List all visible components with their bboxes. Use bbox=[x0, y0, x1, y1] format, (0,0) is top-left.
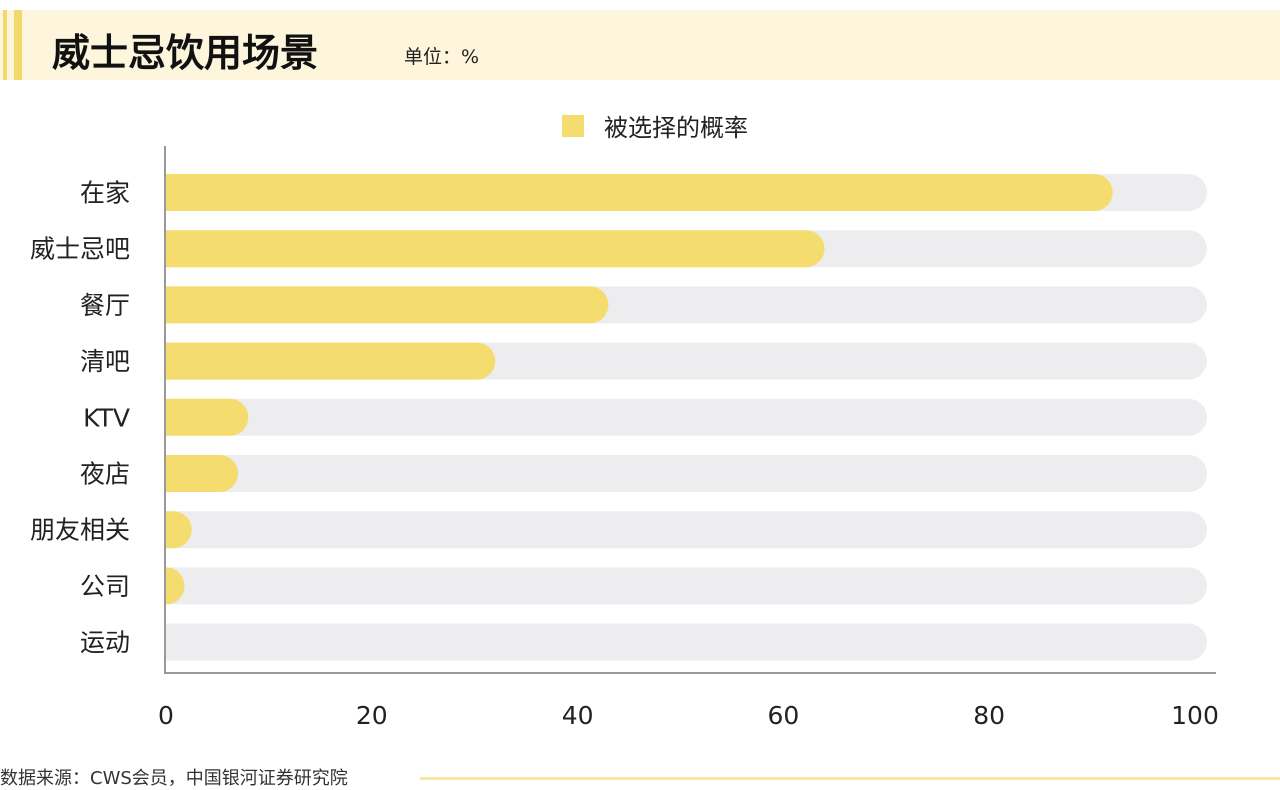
source-note: 数据来源：CWS会员，中国银河证券研究院 bbox=[0, 768, 348, 789]
bar bbox=[166, 230, 825, 268]
chart-title: 威士忌饮用场景 bbox=[52, 31, 319, 75]
x-tick-label: 20 bbox=[356, 701, 388, 730]
bar bbox=[166, 567, 185, 605]
legend: 被选择的概率 bbox=[562, 108, 748, 143]
category-label: 餐厅 bbox=[80, 291, 130, 320]
x-tick-label: 40 bbox=[562, 701, 594, 730]
category-label: 运动 bbox=[80, 628, 130, 657]
header-band bbox=[0, 10, 1280, 80]
x-tick-label: 60 bbox=[767, 701, 799, 730]
x-tick-label: 100 bbox=[1171, 701, 1219, 730]
category-label: 威士忌吧 bbox=[30, 235, 130, 264]
category-label: KTV bbox=[83, 403, 130, 432]
bar bbox=[166, 342, 496, 380]
footer-line bbox=[420, 777, 1280, 780]
bar-track bbox=[148, 623, 1207, 661]
category-label: 清吧 bbox=[80, 347, 130, 376]
bar bbox=[166, 455, 239, 492]
header-accent bbox=[14, 10, 22, 80]
category-label: 在家 bbox=[80, 179, 130, 208]
bar bbox=[166, 511, 192, 549]
legend-swatch bbox=[562, 114, 584, 137]
legend-label: 被选择的概率 bbox=[604, 114, 748, 142]
bar-track bbox=[148, 398, 1207, 436]
x-tick-label: 0 bbox=[158, 701, 174, 730]
axis-mask bbox=[0, 160, 165, 670]
unit-label: 单位：% bbox=[404, 46, 480, 68]
bar bbox=[166, 398, 249, 436]
bar-track bbox=[148, 511, 1207, 549]
bar-track bbox=[148, 567, 1207, 605]
category-label: 朋友相关 bbox=[30, 516, 130, 545]
category-label: 公司 bbox=[80, 572, 130, 601]
bar bbox=[166, 286, 609, 324]
category-label: 夜店 bbox=[80, 460, 130, 489]
bar-track bbox=[148, 455, 1207, 492]
header-accent bbox=[3, 10, 7, 80]
x-tick-label: 80 bbox=[973, 701, 1005, 730]
bar bbox=[166, 174, 1113, 211]
